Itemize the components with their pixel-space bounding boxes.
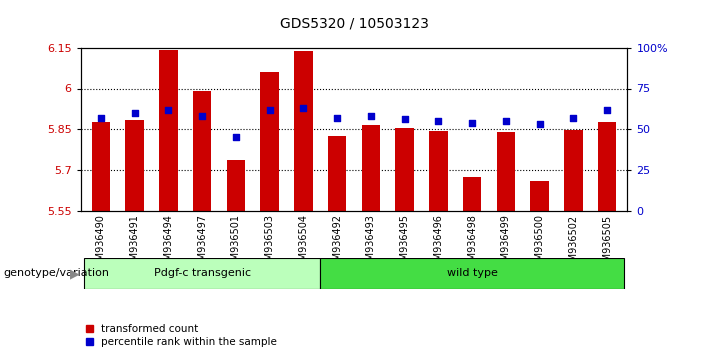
Text: GSM936499: GSM936499 <box>501 215 511 273</box>
Bar <box>598 122 616 211</box>
Point <box>129 110 140 116</box>
Point <box>163 107 174 113</box>
Text: GSM936492: GSM936492 <box>332 215 342 273</box>
Bar <box>92 122 110 211</box>
Point <box>95 115 107 121</box>
Text: GSM936497: GSM936497 <box>197 215 207 273</box>
Text: GSM936505: GSM936505 <box>602 215 612 274</box>
Text: GSM936504: GSM936504 <box>299 215 308 273</box>
Bar <box>564 130 583 211</box>
Bar <box>226 160 245 211</box>
Text: GSM936502: GSM936502 <box>569 215 578 274</box>
Text: GSM936501: GSM936501 <box>231 215 241 273</box>
Point <box>467 120 478 126</box>
Bar <box>429 131 448 211</box>
Text: genotype/variation: genotype/variation <box>4 268 109 279</box>
Bar <box>125 120 144 211</box>
Point <box>399 116 410 122</box>
Text: GSM936495: GSM936495 <box>400 215 409 273</box>
Point <box>332 115 343 121</box>
Text: ▶: ▶ <box>70 267 80 280</box>
Bar <box>294 51 313 211</box>
Point <box>230 135 241 140</box>
Bar <box>260 72 279 211</box>
Bar <box>159 50 177 211</box>
Point <box>568 115 579 121</box>
FancyBboxPatch shape <box>84 258 320 289</box>
Text: GSM936491: GSM936491 <box>130 215 139 273</box>
Point <box>501 118 512 124</box>
Text: GSM936503: GSM936503 <box>264 215 275 273</box>
Bar <box>395 128 414 211</box>
Text: GSM936500: GSM936500 <box>535 215 545 273</box>
Legend: transformed count, percentile rank within the sample: transformed count, percentile rank withi… <box>86 324 278 347</box>
Text: GSM936493: GSM936493 <box>366 215 376 273</box>
Text: GSM936490: GSM936490 <box>96 215 106 273</box>
Point <box>264 107 275 113</box>
Text: GSM936498: GSM936498 <box>467 215 477 273</box>
Point <box>534 121 545 127</box>
Point <box>298 105 309 111</box>
Point <box>433 118 444 124</box>
Bar <box>362 125 380 211</box>
Point <box>196 113 207 119</box>
Text: GSM936494: GSM936494 <box>163 215 173 273</box>
Point <box>601 107 613 113</box>
Bar <box>496 132 515 211</box>
Bar <box>328 136 346 211</box>
Bar <box>463 177 482 211</box>
Bar <box>531 181 549 211</box>
Text: wild type: wild type <box>447 268 498 279</box>
Text: GDS5320 / 10503123: GDS5320 / 10503123 <box>280 16 428 30</box>
Bar <box>193 91 212 211</box>
Text: GSM936496: GSM936496 <box>433 215 444 273</box>
Point <box>365 113 376 119</box>
FancyBboxPatch shape <box>320 258 624 289</box>
Text: Pdgf-c transgenic: Pdgf-c transgenic <box>154 268 251 279</box>
